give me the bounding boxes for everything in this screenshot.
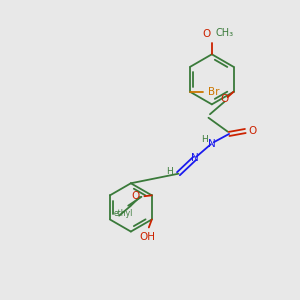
Text: O: O: [248, 126, 256, 136]
Text: N: N: [208, 139, 216, 149]
Text: O: O: [132, 191, 140, 201]
Text: ethyl: ethyl: [114, 209, 134, 218]
Text: H: H: [201, 135, 208, 144]
Text: O: O: [202, 29, 210, 39]
Text: H: H: [167, 167, 173, 176]
Text: OH: OH: [140, 232, 155, 242]
Text: O: O: [220, 94, 229, 103]
Text: CH₃: CH₃: [215, 28, 233, 38]
Text: N: N: [191, 153, 199, 164]
Text: Br: Br: [208, 87, 219, 97]
